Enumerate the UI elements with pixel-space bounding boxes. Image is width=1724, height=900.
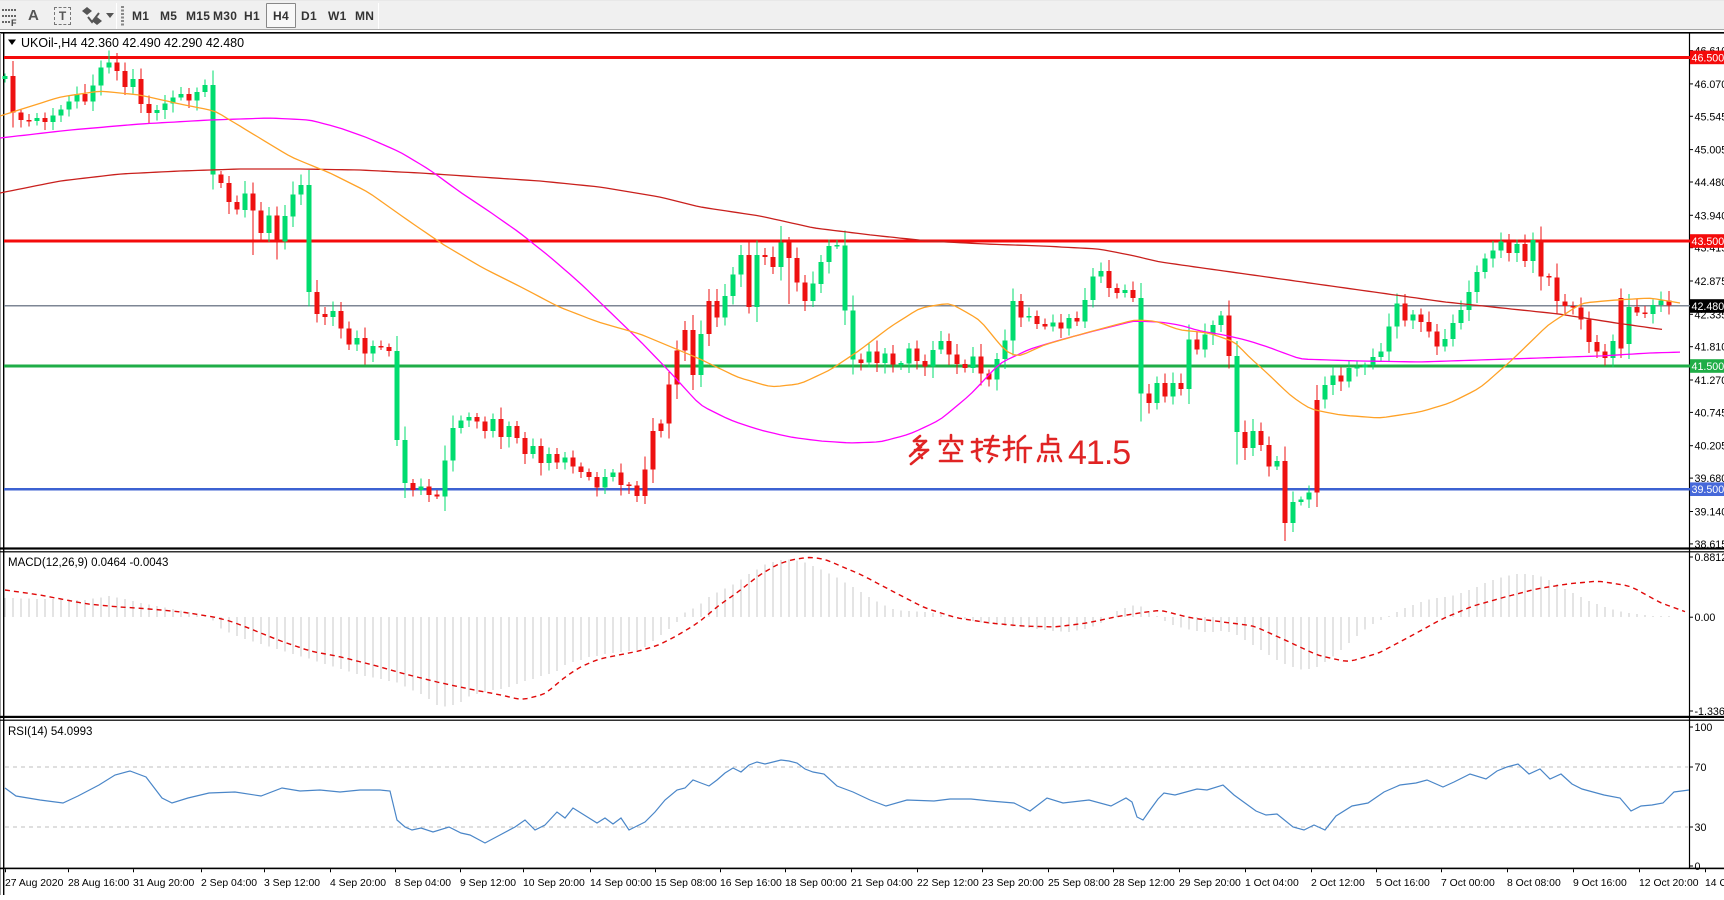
svg-text:3 Sep 12:00: 3 Sep 12:00: [264, 878, 320, 889]
svg-text:45.005: 45.005: [1695, 145, 1724, 157]
svg-text:43.500: 43.500: [1692, 236, 1724, 248]
svg-text:28 Sep 12:00: 28 Sep 12:00: [1113, 878, 1175, 889]
svg-text:40.745: 40.745: [1695, 407, 1724, 419]
svg-text:25 Sep 08:00: 25 Sep 08:00: [1048, 878, 1110, 889]
svg-text:23 Sep 20:00: 23 Sep 20:00: [982, 878, 1044, 889]
svg-text:22 Sep 12:00: 22 Sep 12:00: [917, 878, 979, 889]
svg-text:38.615: 38.615: [1695, 539, 1724, 551]
svg-text:0: 0: [1695, 861, 1701, 873]
svg-text:1 Oct 04:00: 1 Oct 04:00: [1245, 878, 1299, 889]
svg-text:43.940: 43.940: [1695, 210, 1724, 222]
svg-text:39.500: 39.500: [1692, 484, 1724, 496]
svg-text:14 Oct 00:00: 14 Oct 00:00: [1705, 878, 1724, 889]
svg-text:F: F: [11, 18, 17, 26]
svg-text:100: 100: [1695, 722, 1713, 734]
svg-text:31 Aug 20:00: 31 Aug 20:00: [133, 878, 194, 889]
svg-text:28 Aug 16:00: 28 Aug 16:00: [68, 878, 129, 889]
svg-text:18 Sep 00:00: 18 Sep 00:00: [785, 878, 847, 889]
svg-text:42.480: 42.480: [1692, 301, 1724, 313]
svg-text:14 Sep 00:00: 14 Sep 00:00: [590, 878, 652, 889]
svg-text:8 Oct 08:00: 8 Oct 08:00: [1507, 878, 1561, 889]
svg-text:0.8812: 0.8812: [1695, 552, 1724, 564]
svg-text:41.270: 41.270: [1695, 375, 1724, 387]
svg-text:16 Sep 16:00: 16 Sep 16:00: [720, 878, 782, 889]
svg-text:12 Oct 20:00: 12 Oct 20:00: [1639, 878, 1699, 889]
svg-text:70: 70: [1695, 762, 1707, 774]
svg-text:7 Oct 00:00: 7 Oct 00:00: [1441, 878, 1495, 889]
svg-text:9 Oct 16:00: 9 Oct 16:00: [1573, 878, 1627, 889]
svg-text:29 Sep 20:00: 29 Sep 20:00: [1179, 878, 1241, 889]
svg-text:RSI(14) 54.0993: RSI(14) 54.0993: [8, 726, 92, 738]
svg-text:42.875: 42.875: [1695, 276, 1724, 288]
svg-text:41.500: 41.500: [1692, 361, 1724, 373]
svg-text:2 Sep 04:00: 2 Sep 04:00: [201, 878, 257, 889]
svg-text:30: 30: [1695, 822, 1707, 834]
svg-text:40.205: 40.205: [1695, 441, 1724, 453]
svg-text:MACD(12,26,9) 0.0464 -0.0043: MACD(12,26,9) 0.0464 -0.0043: [8, 557, 168, 569]
svg-text:46.500: 46.500: [1692, 52, 1724, 64]
svg-text:10 Sep 20:00: 10 Sep 20:00: [523, 878, 585, 889]
svg-text:41.810: 41.810: [1695, 342, 1724, 354]
svg-text:44.480: 44.480: [1695, 177, 1724, 189]
svg-text:-1.3368: -1.3368: [1695, 706, 1724, 718]
svg-text:27 Aug 2020: 27 Aug 2020: [5, 878, 64, 889]
svg-text:5 Oct 16:00: 5 Oct 16:00: [1376, 878, 1430, 889]
svg-text:9 Sep 12:00: 9 Sep 12:00: [460, 878, 516, 889]
svg-text:41.5: 41.5: [1068, 434, 1130, 472]
svg-text:UKOil-,H4 42.360 42.490 42.29: UKOil-,H4 42.360 42.490 42.290 42.480: [21, 36, 244, 50]
svg-text:45.545: 45.545: [1695, 111, 1724, 123]
svg-text:46.070: 46.070: [1695, 79, 1724, 91]
svg-text:15 Sep 08:00: 15 Sep 08:00: [655, 878, 717, 889]
svg-text:4 Sep 20:00: 4 Sep 20:00: [330, 878, 386, 889]
svg-text:0.00: 0.00: [1695, 612, 1716, 624]
svg-text:2 Oct 12:00: 2 Oct 12:00: [1311, 878, 1365, 889]
svg-text:39.140: 39.140: [1695, 507, 1724, 519]
svg-text:8 Sep 04:00: 8 Sep 04:00: [395, 878, 451, 889]
svg-text:21 Sep 04:00: 21 Sep 04:00: [851, 878, 913, 889]
